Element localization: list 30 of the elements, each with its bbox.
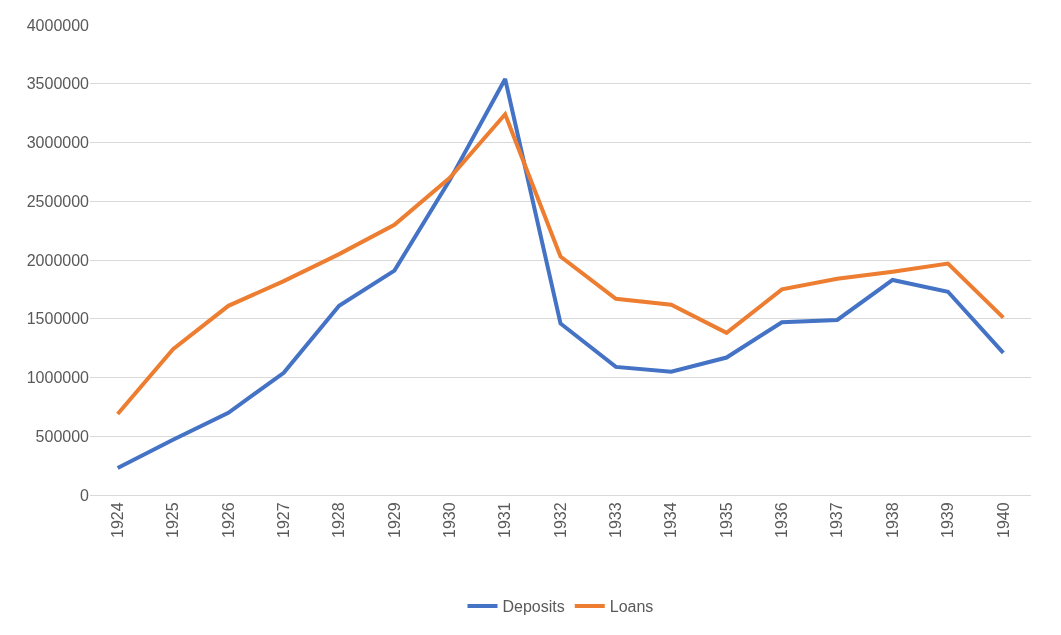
x-tick-label: 1940 xyxy=(994,502,1012,538)
y-tick-label: 2500000 xyxy=(26,192,90,210)
x-tick-label: 1937 xyxy=(828,502,846,538)
line-series xyxy=(115,112,1006,416)
y-tick-label: 3500000 xyxy=(26,75,90,93)
x-tick-label: 1932 xyxy=(551,502,569,538)
y-tick-label: 1000000 xyxy=(26,369,90,387)
x-tick-label: 1930 xyxy=(440,502,458,538)
x-tick-label: 1928 xyxy=(330,502,348,538)
x-tick-label: 1936 xyxy=(773,502,791,538)
y-tick-label: 1500000 xyxy=(26,310,90,328)
y-tick-label: 0 xyxy=(80,486,90,504)
x-tick-label: 1934 xyxy=(662,502,680,538)
x-tick-label: 1938 xyxy=(883,502,901,538)
x-tick-label: 1933 xyxy=(607,502,625,538)
y-tick-label: 2000000 xyxy=(26,251,90,269)
x-tick-label: 1939 xyxy=(939,502,957,538)
x-tick-label: 1935 xyxy=(717,502,735,538)
x-tick-label: 1925 xyxy=(164,502,182,538)
y-tick-label: 3000000 xyxy=(26,134,90,152)
x-tick-label: 1929 xyxy=(385,502,403,538)
legend-label: Deposits xyxy=(502,598,565,616)
line-series xyxy=(115,77,1006,470)
x-tick-label: 1926 xyxy=(219,502,237,538)
x-tick-label: 1927 xyxy=(274,502,292,538)
y-tick-label: 500000 xyxy=(35,427,90,445)
x-tick-label: 1924 xyxy=(108,502,126,538)
y-tick-label: 4000000 xyxy=(26,16,90,34)
legend-label: Loans xyxy=(609,598,654,616)
x-tick-label: 1931 xyxy=(496,502,514,538)
